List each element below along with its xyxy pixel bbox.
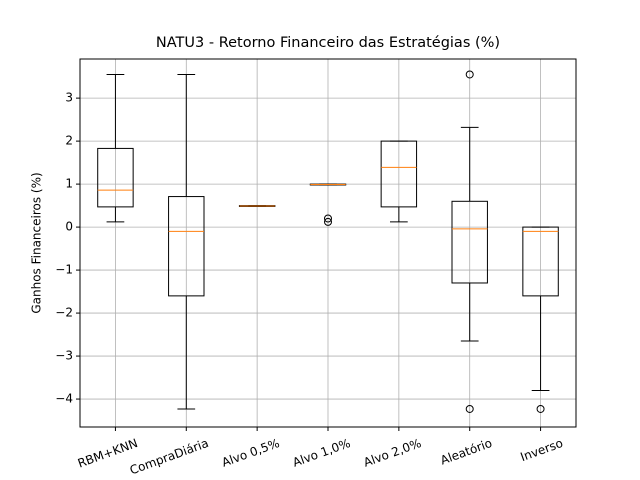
flier [465, 70, 474, 79]
y-tick-label: −1 [55, 263, 73, 277]
y-tick-label: 1 [65, 177, 73, 191]
flier [324, 214, 332, 223]
plot-frame [79, 58, 577, 428]
y-tick-label: −2 [55, 306, 73, 320]
chart-title: NATU3 - Retorno Financeiro das Estratégi… [156, 35, 500, 51]
box [168, 196, 205, 297]
y-tick-label: −3 [55, 349, 73, 363]
flier [536, 404, 545, 413]
box [380, 140, 418, 208]
box [451, 200, 488, 284]
flier [465, 404, 474, 413]
y-tick-label: 2 [65, 134, 73, 148]
y-tick-label: 0 [65, 220, 73, 234]
y-axis-label: Ganhos Financeiros (%) [30, 172, 44, 313]
flier [324, 217, 332, 226]
box [522, 226, 559, 297]
y-tick-label: 3 [65, 91, 73, 105]
box [97, 147, 134, 208]
y-tick-label: −4 [55, 392, 73, 406]
